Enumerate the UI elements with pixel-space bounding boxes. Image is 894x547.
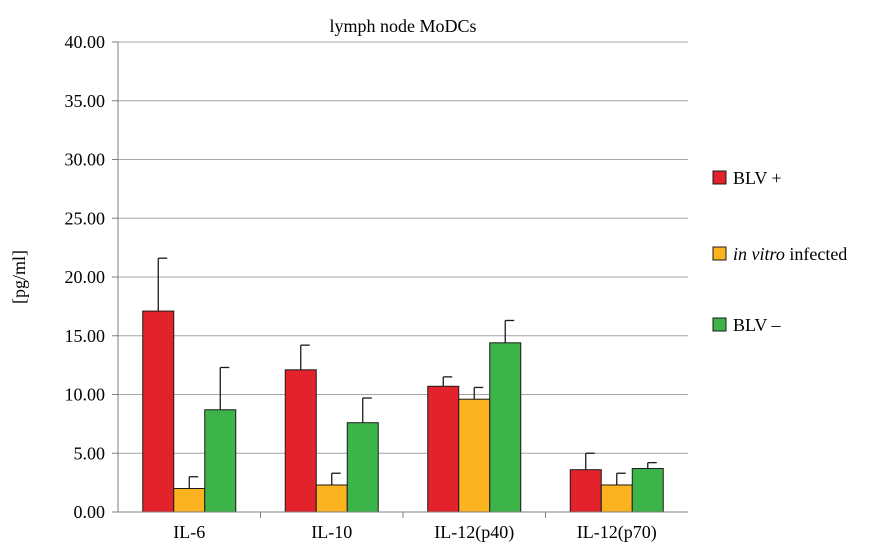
y-tick-label: 10.00 [65,385,106,405]
legend-swatch-0 [712,170,727,185]
y-tick-label: 40.00 [65,32,106,52]
bar-IL-6-series-1 [173,488,206,513]
y-tick-label: 25.00 [65,208,106,228]
chart-title: lymph node MoDCs [329,16,476,36]
bar-IL-12(p70)-series-2 [631,468,664,513]
gridlines [112,41,688,513]
legend-label-0: BLV + [733,168,782,188]
legend-label-2: BLV – [733,315,782,335]
axes [117,42,688,513]
bar-IL-12(p40)-series-0 [427,385,460,513]
bar-IL-12(p70)-series-0 [569,469,602,513]
bar-IL-12(p40)-series-2 [489,342,522,513]
y-tick-label: 5.00 [74,443,106,463]
bar-IL-10-series-2 [346,422,379,513]
x-tick-label: IL-12(p40) [434,522,514,543]
bar-IL-6-series-0 [142,310,175,513]
y-axis-label: [pg/ml] [9,250,29,304]
y-tick-label: 15.00 [65,326,106,346]
legend-label-1: in vitro infected [733,244,847,264]
error-bars [157,257,657,489]
y-tick-label: 20.00 [65,267,106,287]
legend: BLV + in vitro infected BLV – [712,168,847,335]
x-tick-label: IL-12(p70) [577,522,657,543]
y-tick-label: 35.00 [65,91,106,111]
bar-IL-10-series-0 [284,369,317,513]
bar-IL-6-series-2 [204,409,237,513]
bars [142,310,664,513]
bar-IL-10-series-1 [315,484,348,513]
bar-IL-12(p40)-series-1 [458,398,491,513]
bar-IL-12(p70)-series-1 [600,484,633,513]
x-tick-labels: IL-6 IL-10 IL-12(p40) IL-12(p70) [173,512,657,543]
x-tick-label: IL-10 [311,522,352,542]
legend-swatch-1 [712,246,727,261]
x-tick-label: IL-6 [173,522,205,542]
y-tick-label: 30.00 [65,150,106,170]
y-tick-labels: 0.00 5.00 10.00 15.00 20.00 25.00 30.00 35.00 40… [65,32,106,522]
y-tick-label: 0.00 [74,502,106,522]
legend-swatch-2 [712,317,727,332]
